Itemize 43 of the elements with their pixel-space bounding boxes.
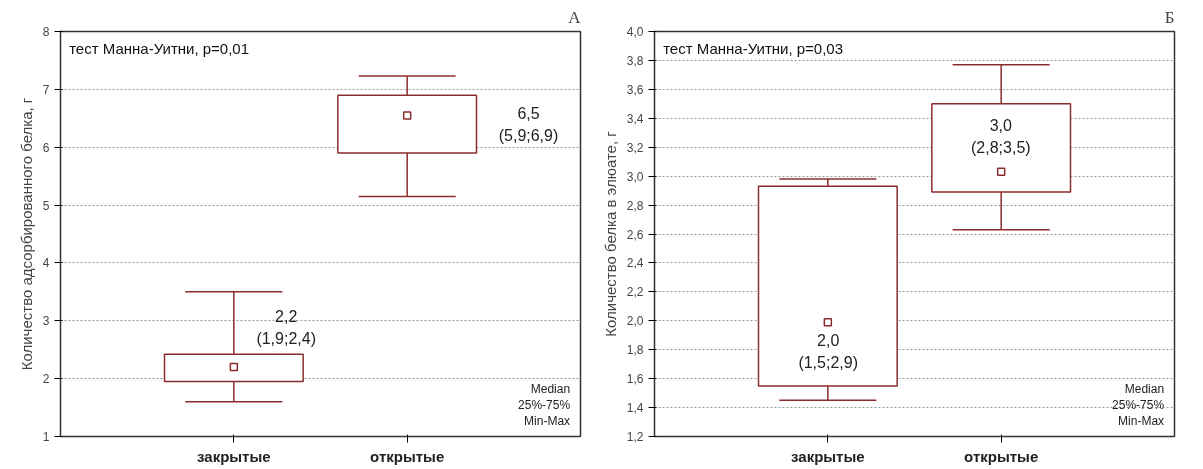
- text: Б: [1164, 7, 1175, 27]
- y-tick-label: 1: [42, 430, 50, 444]
- y-tick-label: 1,4: [626, 401, 644, 416]
- y-axis-title: Количество белка в элюате, г: [601, 130, 619, 337]
- y-tick-label: 8: [42, 25, 50, 39]
- annotation: 2,0 (1,5;2,9): [798, 331, 858, 371]
- y-tick-label: 2,4: [626, 256, 644, 271]
- y-tick-label: 3,2: [626, 140, 644, 155]
- y-tick-label: 5: [42, 198, 50, 213]
- annotation: Median: [530, 382, 571, 396]
- annotation: 25%-75%: [1112, 398, 1165, 413]
- y-tick-label: 7: [42, 82, 50, 97]
- y-tick-label: 2,6: [626, 227, 644, 242]
- y-tick-label: 1,8: [626, 343, 644, 358]
- annotation: 2,2 (1,9;2,4): [256, 307, 316, 347]
- y-tick-label: 3: [42, 314, 50, 329]
- annotation: Min-Max: [1118, 414, 1165, 429]
- annotation: Median: [1124, 382, 1165, 396]
- annotation: 25%-75%: [518, 398, 571, 413]
- y-axis-title: Количество адсорбированного белка, г: [17, 97, 35, 371]
- annotation: тест Манна-Уитни, p=0,03: [663, 39, 844, 57]
- y-tick-label: 1,2: [626, 430, 644, 444]
- y-tick-label: 3,6: [626, 82, 644, 97]
- y-tick-label: 6: [42, 140, 50, 155]
- y-tick-label: 2,8: [626, 198, 644, 213]
- x-tick-label: открытые: [964, 447, 1039, 465]
- annotation: 6,5 (5,9;6,9): [498, 105, 559, 145]
- y-tick-label: 2,2: [626, 285, 644, 300]
- annotation: Min-Max: [524, 414, 571, 429]
- y-tick-label: 3,0: [626, 169, 644, 184]
- y-tick-label: 3,4: [626, 111, 644, 126]
- annotation: тест Манна-Уитни, p=0,01: [69, 39, 250, 57]
- y-tick-label: 4: [42, 256, 50, 271]
- x-tick-label: закрытые: [197, 447, 271, 465]
- y-tick-label: 3,8: [626, 53, 644, 68]
- annotation: 3,0 (2,8;3,5): [971, 117, 1031, 157]
- y-tick-label: 2: [42, 372, 50, 387]
- text: А: [568, 7, 582, 27]
- y-tick-label: 1,6: [626, 372, 644, 387]
- x-tick-label: открытые: [370, 447, 445, 465]
- x-tick-label: закрытые: [791, 447, 865, 465]
- y-tick-label: 4,0: [626, 25, 644, 39]
- y-tick-label: 2,0: [626, 314, 644, 329]
